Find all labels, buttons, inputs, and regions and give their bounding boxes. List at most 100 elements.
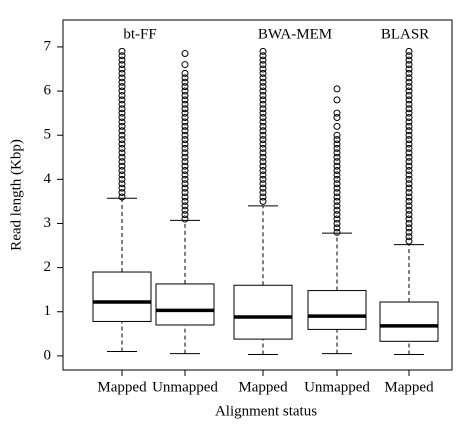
outlier	[259, 78, 267, 86]
outlier	[333, 206, 341, 214]
box	[155, 283, 215, 326]
outlier	[118, 136, 126, 144]
outlier	[181, 118, 189, 126]
outlier	[118, 153, 126, 161]
outlier	[259, 171, 267, 179]
outlier	[405, 140, 413, 148]
outlier	[181, 109, 189, 117]
outlier	[405, 96, 413, 104]
outlier	[333, 202, 341, 210]
outlier	[259, 153, 267, 161]
outlier	[259, 136, 267, 144]
outlier	[181, 91, 189, 99]
outlier	[118, 87, 126, 95]
outlier	[333, 171, 341, 179]
outlier	[118, 171, 126, 179]
outlier	[118, 105, 126, 113]
outlier	[405, 233, 413, 241]
outlier	[405, 193, 413, 201]
outlier	[333, 153, 341, 161]
outlier	[181, 105, 189, 113]
outlier	[259, 74, 267, 82]
outlier	[259, 69, 267, 77]
outlier	[333, 228, 341, 236]
outlier	[405, 69, 413, 77]
outlier	[405, 219, 413, 227]
outlier	[259, 158, 267, 166]
outlier	[118, 193, 126, 201]
outlier	[333, 180, 341, 188]
outlier	[405, 158, 413, 166]
outlier	[259, 189, 267, 197]
outlier	[333, 122, 341, 130]
outlier	[333, 184, 341, 192]
outlier	[259, 162, 267, 170]
outlier	[405, 136, 413, 144]
outlier	[118, 167, 126, 175]
outlier	[181, 127, 189, 135]
outlier	[118, 109, 126, 117]
outlier	[259, 118, 267, 126]
outlier	[259, 184, 267, 192]
outlier	[405, 118, 413, 126]
x-tick-label: Mapped	[97, 379, 147, 395]
outlier	[118, 56, 126, 64]
y-tick-label: 1	[44, 303, 52, 319]
outlier	[118, 83, 126, 91]
outlier	[181, 162, 189, 170]
outlier	[118, 180, 126, 188]
outlier	[259, 149, 267, 157]
outlier	[259, 167, 267, 175]
outlier	[259, 122, 267, 130]
outlier	[118, 114, 126, 122]
outlier	[118, 144, 126, 152]
outlier	[118, 100, 126, 108]
outlier	[333, 149, 341, 157]
y-tick-label: 3	[44, 215, 52, 231]
box	[379, 301, 439, 342]
outlier	[405, 175, 413, 183]
y-tick-label: 5	[44, 127, 52, 143]
outlier	[405, 215, 413, 223]
outlier	[333, 85, 341, 93]
outlier	[181, 180, 189, 188]
outlier	[181, 69, 189, 77]
annotation: bt-FF	[123, 26, 156, 42]
outlier	[405, 149, 413, 157]
outlier	[259, 180, 267, 188]
outlier	[405, 56, 413, 64]
outlier	[181, 158, 189, 166]
outlier	[259, 127, 267, 135]
outlier	[333, 109, 341, 117]
outlier	[181, 193, 189, 201]
outlier	[259, 65, 267, 73]
outlier	[259, 96, 267, 104]
outlier	[259, 83, 267, 91]
outlier	[405, 202, 413, 210]
outlier	[181, 211, 189, 219]
outlier	[118, 69, 126, 77]
outlier	[181, 202, 189, 210]
outlier	[405, 189, 413, 197]
outlier	[118, 52, 126, 60]
outlier	[259, 91, 267, 99]
outlier	[181, 144, 189, 152]
outlier	[118, 189, 126, 197]
outlier	[333, 211, 341, 219]
outlier	[118, 47, 126, 55]
outlier	[405, 61, 413, 69]
outlier	[333, 175, 341, 183]
outlier	[181, 87, 189, 95]
outlier	[405, 91, 413, 99]
outlier	[181, 78, 189, 86]
outlier	[118, 96, 126, 104]
outlier	[181, 167, 189, 175]
x-tick-label: Mapped	[238, 379, 288, 395]
outlier	[405, 162, 413, 170]
box	[92, 271, 152, 322]
outlier	[181, 197, 189, 205]
outlier	[181, 50, 189, 58]
outlier	[405, 171, 413, 179]
outlier	[118, 65, 126, 73]
